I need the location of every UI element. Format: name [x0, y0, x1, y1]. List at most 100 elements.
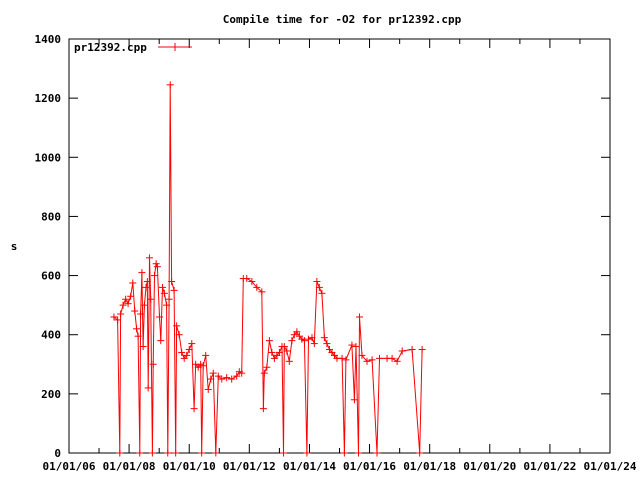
data-point — [320, 334, 328, 342]
data-point — [133, 325, 141, 333]
data-point — [190, 405, 198, 413]
data-point — [204, 385, 212, 393]
data-point — [202, 351, 210, 359]
data-point — [355, 449, 363, 457]
data-point — [259, 405, 267, 413]
data-point — [137, 310, 145, 318]
data-point — [170, 286, 178, 294]
data-point — [293, 328, 301, 336]
data-point — [143, 277, 151, 285]
y-tick-label: 1200 — [35, 92, 62, 105]
chart-title: Compile time for -O2 for pr12392.cpp — [223, 13, 462, 26]
data-point — [134, 332, 142, 340]
y-tick-label: 400 — [41, 329, 61, 342]
data-point — [280, 449, 288, 457]
data-point — [139, 343, 147, 351]
data-point — [303, 449, 311, 457]
data-point — [151, 272, 159, 280]
data-point — [318, 289, 326, 297]
data-point — [313, 277, 321, 285]
data-point — [178, 348, 186, 356]
x-tick-label: 01/01/18 — [403, 460, 456, 473]
data-point — [142, 283, 150, 291]
x-tick-label: 01/01/14 — [283, 460, 336, 473]
data-point — [355, 313, 363, 321]
y-tick-label: 1400 — [35, 33, 62, 46]
data-point — [124, 300, 132, 308]
data-point — [323, 340, 331, 348]
data-point — [110, 313, 118, 321]
data-point — [214, 372, 222, 380]
data-point — [363, 357, 371, 365]
data-point — [218, 375, 226, 383]
y-axis-label: s — [11, 240, 18, 253]
data-point — [160, 289, 168, 297]
data-point — [253, 283, 261, 291]
data-point — [145, 254, 153, 262]
data-point — [165, 295, 173, 303]
data-point — [243, 275, 251, 283]
data-point — [172, 449, 180, 457]
data-point — [149, 360, 157, 368]
data-point — [315, 283, 323, 291]
data-point — [308, 334, 316, 342]
data-point — [338, 354, 346, 362]
x-tick-label: 01/01/06 — [43, 460, 96, 473]
data-point — [300, 337, 308, 345]
data-point — [131, 307, 139, 315]
data-point — [183, 351, 191, 359]
data-point — [199, 362, 207, 370]
data-point — [138, 269, 146, 277]
data-point — [114, 316, 122, 324]
x-tick-label: 01/01/08 — [103, 460, 156, 473]
y-tick-label: 800 — [41, 210, 61, 223]
data-point — [350, 396, 358, 404]
data-point — [408, 346, 416, 353]
data-point — [260, 369, 268, 377]
series-line — [113, 84, 423, 454]
data-point — [163, 301, 171, 309]
data-point — [348, 341, 356, 349]
y-tick-label: 200 — [41, 388, 61, 401]
data-point — [136, 449, 144, 457]
data-point — [304, 335, 312, 343]
data-point — [280, 343, 288, 351]
data-point — [373, 449, 381, 457]
data-point — [416, 449, 424, 457]
x-tick-label: 01/01/12 — [223, 460, 276, 473]
x-tick-label: 01/01/16 — [343, 460, 396, 473]
legend-label: pr12392.cpp — [74, 41, 147, 54]
x-tick-label: 01/01/22 — [523, 460, 576, 473]
plot-area: 0 200 400 600 800 1000 1200 1400 01/01/06 01/01/0… — [35, 33, 637, 473]
data-point — [198, 449, 206, 457]
data-point — [116, 449, 124, 457]
data-point — [168, 277, 176, 285]
data-point — [144, 384, 152, 392]
data-point — [228, 375, 236, 383]
data-point — [393, 357, 401, 365]
y-tick-label: 0 — [54, 447, 61, 460]
data-point — [352, 343, 360, 351]
data-point — [127, 292, 135, 300]
data-point — [129, 279, 137, 287]
data-point — [265, 337, 273, 345]
data-point — [368, 356, 376, 364]
data-point — [166, 81, 174, 89]
data-point — [175, 331, 183, 339]
data-point — [238, 369, 246, 377]
data-point — [223, 374, 231, 382]
data-point — [148, 449, 156, 457]
data-point — [398, 347, 406, 355]
data-point — [188, 340, 196, 348]
data-point — [152, 260, 160, 268]
data-point — [140, 301, 148, 309]
data-point — [342, 356, 350, 364]
data-point — [358, 351, 366, 359]
data-point — [153, 263, 161, 271]
data-point — [258, 288, 266, 296]
data-point — [173, 322, 181, 330]
data-point — [156, 313, 164, 321]
x-tick-label: 01/01/20 — [463, 460, 516, 473]
data-point — [233, 372, 241, 380]
data-point — [388, 354, 396, 362]
